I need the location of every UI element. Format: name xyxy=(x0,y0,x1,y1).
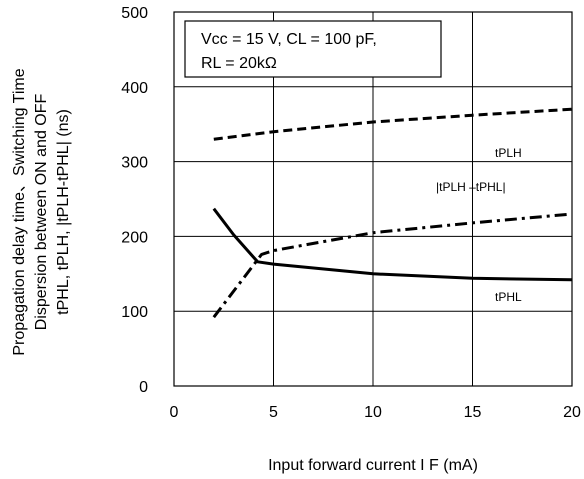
x-tick-label: 5 xyxy=(269,404,278,421)
y-tick-label: 200 xyxy=(121,229,148,246)
y-axis-label: Propagation delay time、Switching Time Di… xyxy=(11,68,72,355)
conditions-box: Vcc = 15 V, CL = 100 pF, RL = 20kΩ xyxy=(184,20,442,78)
y-tick-label: 100 xyxy=(121,304,148,321)
x-tick-label: 20 xyxy=(563,404,581,421)
series-labels: tPLH |tPLH –tPHL| tPHL xyxy=(436,146,522,304)
series-label-tplh: tPLH xyxy=(495,146,522,160)
series-label-tphl: tPHL xyxy=(495,290,522,304)
conditions-box-border xyxy=(184,20,442,78)
series-label-diff: |tPLH –tPHL| xyxy=(436,180,506,194)
x-tick-label: 0 xyxy=(170,404,179,421)
y-axis-label-line-2: Dispersion between ON and OFF xyxy=(33,94,50,331)
series-line-tphl xyxy=(212,207,573,282)
y-axis-label-line-3: tPHL, tPLH, |tPLH-tPHL| (ns) xyxy=(55,109,72,315)
plot-frame xyxy=(173,11,573,387)
y-tick-label: 300 xyxy=(121,155,148,172)
x-tick-label: 10 xyxy=(364,404,382,421)
y-tick-label: 400 xyxy=(121,80,148,97)
y-axis-label-line-1: Propagation delay time、Switching Time xyxy=(11,68,28,355)
x-tick-label: 15 xyxy=(464,404,482,421)
series-lines xyxy=(212,107,573,319)
conditions-line-2: RL = 20kΩ xyxy=(201,55,277,72)
y-tick-label: 500 xyxy=(121,5,148,22)
conditions-line-1: Vcc = 15 V, CL = 100 pF, xyxy=(201,31,377,48)
series-line-tplh xyxy=(213,107,573,141)
y-tick-label: 0 xyxy=(139,379,148,396)
x-axis-label: Input forward current I F (mA) xyxy=(268,457,478,474)
series-line-tplh-tphl xyxy=(212,212,573,319)
